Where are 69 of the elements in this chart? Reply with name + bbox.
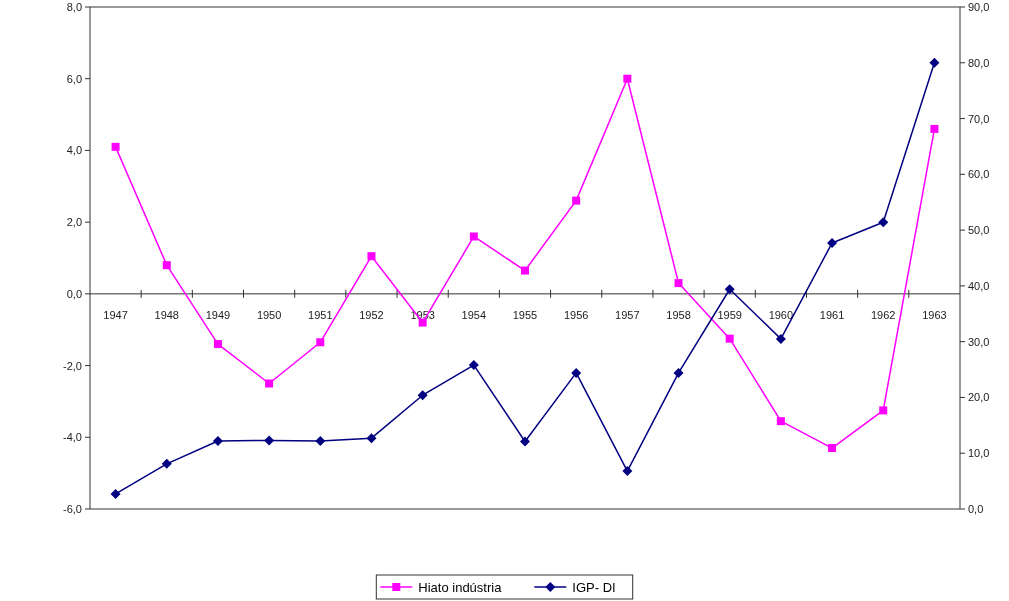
x-tick-label: 1948 bbox=[154, 308, 180, 321]
point bbox=[674, 279, 683, 288]
x-tick-label: 1956 bbox=[563, 308, 589, 321]
x-tick-label: 1947 bbox=[103, 308, 128, 321]
legend-label: Hiato indústria bbox=[418, 580, 503, 595]
point bbox=[930, 124, 939, 133]
point bbox=[775, 333, 786, 344]
point bbox=[725, 334, 734, 343]
y2-tick-label: 30,0 bbox=[968, 335, 990, 348]
point bbox=[110, 488, 121, 499]
point bbox=[469, 232, 478, 241]
x-tick-label: 1957 bbox=[615, 308, 640, 321]
point bbox=[623, 74, 632, 83]
point bbox=[520, 436, 530, 447]
x-tick-label: 1963 bbox=[922, 308, 947, 321]
y2-tick-label: 40,0 bbox=[968, 279, 990, 292]
point bbox=[264, 435, 275, 446]
x-tick-label: 1959 bbox=[717, 308, 742, 321]
y2-tick-label: 50,0 bbox=[968, 224, 990, 237]
x-tick-label: 1952 bbox=[359, 308, 384, 321]
y-tick-label: 8,0 bbox=[66, 1, 82, 13]
x-tick-label: 1950 bbox=[256, 308, 282, 321]
legend-label: IGP- DI bbox=[572, 580, 616, 595]
point bbox=[212, 435, 223, 446]
y2-tick-label: 90,0 bbox=[968, 1, 990, 13]
point bbox=[417, 390, 428, 401]
point bbox=[367, 252, 376, 261]
y-tick-label: 4,0 bbox=[66, 144, 82, 157]
point bbox=[571, 367, 582, 378]
point bbox=[366, 433, 377, 444]
y2-tick-label: 60,0 bbox=[968, 168, 990, 181]
x-tick-label: 1960 bbox=[768, 308, 794, 321]
y-tick-label: 2,0 bbox=[66, 216, 82, 229]
x-tick-label: 1949 bbox=[205, 308, 231, 321]
y2-tick-label: 10,0 bbox=[968, 447, 990, 460]
point bbox=[673, 367, 684, 378]
y-tick-label: 0,0 bbox=[66, 287, 82, 300]
point bbox=[468, 360, 479, 371]
y-tick-label: -6,0 bbox=[63, 503, 82, 515]
point bbox=[776, 417, 785, 426]
y2-tick-label: 70,0 bbox=[968, 112, 990, 125]
point bbox=[316, 338, 325, 347]
y2-tick-label: 20,0 bbox=[968, 391, 990, 404]
point bbox=[724, 284, 735, 295]
point bbox=[315, 435, 326, 446]
point bbox=[879, 406, 888, 415]
x-tick-label: 1961 bbox=[819, 308, 845, 321]
point bbox=[572, 196, 581, 205]
x-tick-label: 1954 bbox=[461, 308, 487, 321]
point bbox=[213, 340, 222, 349]
point bbox=[161, 458, 172, 469]
point bbox=[929, 57, 940, 68]
y-tick-label: -4,0 bbox=[63, 431, 82, 444]
y2-tick-label: 0,0 bbox=[968, 503, 984, 515]
point bbox=[878, 217, 889, 228]
point bbox=[521, 266, 529, 275]
y2-tick-label: 80,0 bbox=[968, 56, 990, 69]
x-tick-label: 1951 bbox=[308, 308, 333, 321]
y-tick-label: 6,0 bbox=[66, 72, 82, 85]
point bbox=[622, 466, 633, 477]
point bbox=[111, 142, 120, 151]
x-tick-label: 1955 bbox=[512, 308, 538, 321]
point bbox=[828, 444, 837, 453]
y-tick-label: -2,0 bbox=[63, 359, 82, 372]
point bbox=[162, 261, 171, 270]
x-tick-label: 1962 bbox=[870, 308, 896, 321]
x-tick-label: 1958 bbox=[666, 308, 691, 321]
point bbox=[827, 237, 838, 248]
point bbox=[265, 379, 274, 388]
